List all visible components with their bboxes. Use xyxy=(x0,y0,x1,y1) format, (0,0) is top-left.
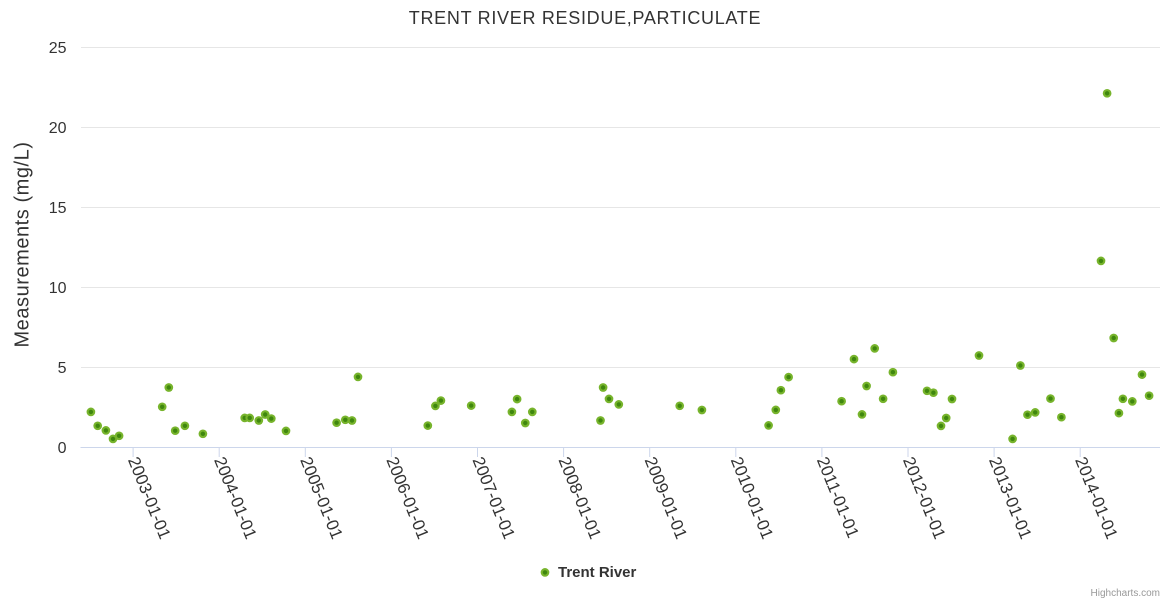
svg-text:10: 10 xyxy=(49,280,67,297)
svg-text:5: 5 xyxy=(58,360,67,377)
svg-text:15: 15 xyxy=(49,200,67,217)
svg-text:Measurements (mg/L): Measurements (mg/L) xyxy=(12,141,34,347)
svg-text:20: 20 xyxy=(49,120,67,137)
svg-text:TRENT RIVER RESIDUE,PARTICULAT: TRENT RIVER RESIDUE,PARTICULATE xyxy=(409,8,761,28)
svg-text:25: 25 xyxy=(49,40,67,57)
svg-text:Highcharts.com: Highcharts.com xyxy=(1091,588,1160,599)
svg-text:Trent River: Trent River xyxy=(558,564,637,581)
svg-text:0: 0 xyxy=(58,440,67,457)
